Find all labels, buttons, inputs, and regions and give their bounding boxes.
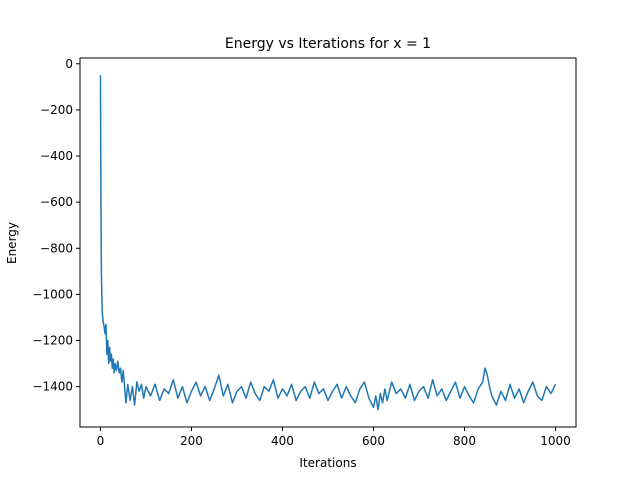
- y-axis: 0 −200 −400 −600 −800 −1000 −1200 −1400: [32, 57, 80, 394]
- y-tick-label: 0: [65, 57, 73, 71]
- x-tick-label: 800: [453, 434, 476, 448]
- x-tick-label: 1000: [540, 434, 571, 448]
- x-tick-label: 0: [97, 434, 105, 448]
- x-tick-label: 200: [180, 434, 203, 448]
- y-tick-label: −400: [40, 149, 73, 163]
- y-axis-label: Energy: [5, 222, 19, 264]
- plot-area: [99, 75, 557, 411]
- axes-frame: [79, 57, 577, 428]
- x-tick-label: 600: [362, 434, 385, 448]
- y-tick-label: −1000: [32, 287, 73, 301]
- energy-series-line: [99, 75, 557, 411]
- x-tick-label: 400: [271, 434, 294, 448]
- x-axis-label: Iterations: [299, 456, 356, 470]
- y-tick-label: −800: [40, 241, 73, 255]
- x-axis: 0 200 400 600 800 1000: [97, 427, 571, 448]
- y-tick-label: −1400: [32, 380, 73, 394]
- chart-title: Energy vs Iterations for x = 1: [225, 36, 431, 52]
- y-tick-label: −200: [40, 103, 73, 117]
- y-tick-label: −1200: [32, 334, 73, 348]
- y-tick-label: −600: [40, 195, 73, 209]
